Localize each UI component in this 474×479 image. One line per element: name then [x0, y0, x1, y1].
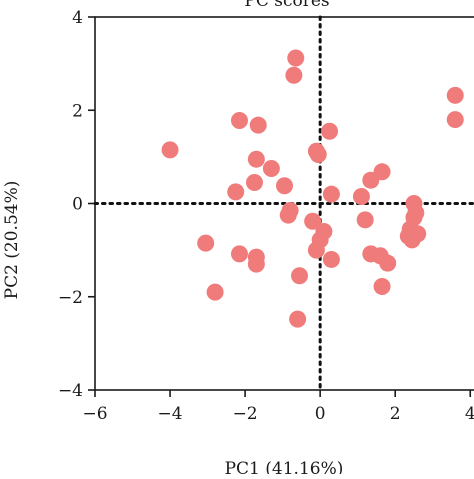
data-point	[446, 111, 464, 129]
data-point	[279, 206, 297, 224]
data-point	[321, 122, 339, 140]
data-point	[285, 66, 303, 84]
data-point	[379, 254, 397, 272]
data-point	[206, 283, 224, 301]
x-tick-label: 4	[465, 404, 474, 424]
data-point	[304, 212, 322, 230]
x-tick-label: −6	[82, 404, 107, 424]
data-point	[352, 188, 370, 206]
data-point	[262, 160, 280, 178]
x-axis-ticks: −6 −4 −2 0 2 4	[82, 390, 474, 424]
y-tick-label: 2	[72, 101, 83, 121]
data-point	[403, 231, 421, 249]
data-points	[161, 49, 464, 328]
data-point	[373, 163, 391, 181]
data-point	[289, 310, 307, 328]
data-point	[322, 185, 340, 203]
data-point	[276, 177, 293, 195]
data-point	[247, 150, 265, 168]
chart-title: PC scores	[244, 0, 329, 11]
data-point	[291, 267, 309, 285]
x-tick-label: −4	[158, 404, 183, 424]
data-point	[356, 211, 374, 229]
data-point	[247, 255, 265, 273]
y-tick-label: 0	[72, 195, 83, 215]
data-point	[287, 49, 305, 67]
data-point	[230, 112, 248, 130]
data-point	[230, 245, 248, 263]
y-tick-label: −4	[58, 381, 83, 401]
x-tick-label: 0	[315, 404, 326, 424]
y-tick-label: −2	[58, 288, 83, 308]
data-point	[249, 116, 267, 134]
data-point	[161, 141, 179, 159]
data-point	[197, 234, 215, 252]
data-point	[446, 86, 464, 104]
data-point	[373, 277, 391, 295]
y-axis-ticks: −4 −2 0 2 4	[58, 8, 95, 401]
data-point	[227, 183, 245, 201]
data-point	[245, 174, 263, 192]
x-tick-label: −2	[233, 404, 258, 424]
data-point	[309, 146, 327, 164]
data-point	[322, 250, 340, 268]
data-point	[307, 241, 325, 259]
y-tick-label: 4	[72, 8, 83, 28]
x-tick-label: 2	[390, 404, 401, 424]
y-axis-title: PC2 (20.54%)	[2, 181, 22, 300]
x-axis-title: PC1 (41.16%)	[225, 459, 344, 474]
